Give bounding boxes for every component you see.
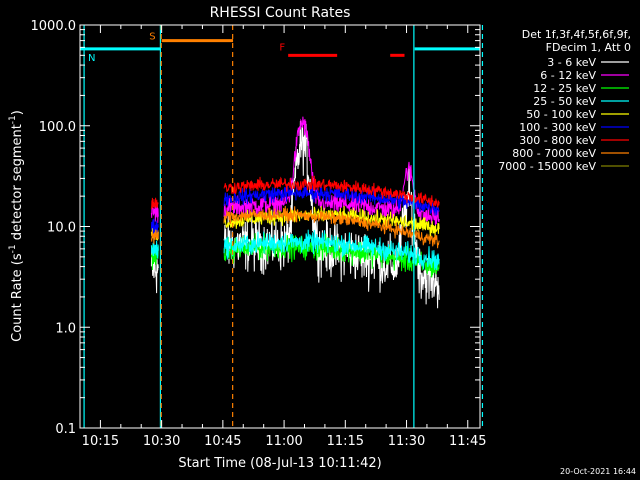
- x-tick-label-7: 11:45: [449, 434, 486, 449]
- axes-layer: 10:15 10:30 10:45 11:00 11:15 11:30 11:45 0.1 1.…: [31, 19, 487, 449]
- series-pre-7: [150, 197, 159, 210]
- y-label-main: Count Rate (s: [10, 253, 25, 342]
- flag-label-1: S: [149, 32, 155, 43]
- data-layer: S N F: [80, 25, 484, 428]
- legend-label-1: 3 - 6 keV: [547, 56, 596, 69]
- series-main-7: [223, 175, 440, 208]
- x-axis-label: Start Time (08-Jul-13 10:11:42): [178, 456, 381, 471]
- legend-label-9: 7000 - 15000 keV: [498, 160, 596, 173]
- y-tick-label-4: 100.0: [39, 120, 76, 135]
- x-tick-label-5: 11:15: [327, 434, 364, 449]
- legend-label-6: 100 - 300 keV: [519, 121, 596, 134]
- legend-label-3: 12 - 25 keV: [533, 82, 596, 95]
- generation-timestamp: 20-Oct-2021 16:44: [560, 467, 636, 476]
- y-label-end: ): [10, 110, 25, 115]
- x-tick-label-1: 10:15: [82, 434, 119, 449]
- y-label-sup2: -1: [8, 115, 18, 124]
- y-label-sup1: -1: [8, 244, 18, 253]
- chart-title: RHESSI Count Rates: [210, 5, 351, 21]
- y-tick-label-3: 10.0: [47, 221, 76, 236]
- legend-header-2: FDecim 1, Att 0: [546, 41, 631, 54]
- x-tick-label-4: 11:00: [265, 434, 302, 449]
- flag-label-4: F: [279, 42, 285, 53]
- flag-label-2: N: [88, 53, 95, 64]
- series-pre-6: [150, 218, 159, 235]
- legend: Det 1f,3f,4f,5f,6f,9f, FDecim 1, Att 0 3…: [498, 28, 631, 173]
- series-main-4: [223, 229, 440, 271]
- series-main-8: [223, 205, 440, 249]
- legend-label-5: 50 - 100 keV: [526, 108, 596, 121]
- y-tick-label-2: 1.0: [55, 321, 76, 336]
- x-tick-label-3: 10:45: [204, 434, 241, 449]
- y-label-mid: detector segment: [10, 124, 25, 244]
- x-tick-label-2: 10:30: [143, 434, 180, 449]
- series-pre-4: [150, 237, 159, 259]
- y-axis-label: Count Rate (s-1 detector segment-1): [8, 110, 25, 342]
- legend-label-8: 800 - 7000 keV: [512, 147, 596, 160]
- series-pre-1: [150, 246, 159, 294]
- legend-label-7: 300 - 800 keV: [519, 134, 596, 147]
- legend-header-1: Det 1f,3f,4f,5f,6f,9f,: [522, 28, 631, 41]
- y-tick-label-5: 1000.0: [31, 19, 77, 34]
- y-tick-label-1: 0.1: [55, 422, 76, 437]
- series-main-2: [223, 116, 440, 228]
- series-main-3: [223, 233, 440, 278]
- series-pre-8: [150, 229, 159, 244]
- legend-label-4: 25 - 50 keV: [533, 95, 596, 108]
- legend-label-2: 6 - 12 keV: [540, 69, 596, 82]
- series-main-6: [223, 184, 440, 216]
- x-tick-label-6: 11:30: [388, 434, 425, 449]
